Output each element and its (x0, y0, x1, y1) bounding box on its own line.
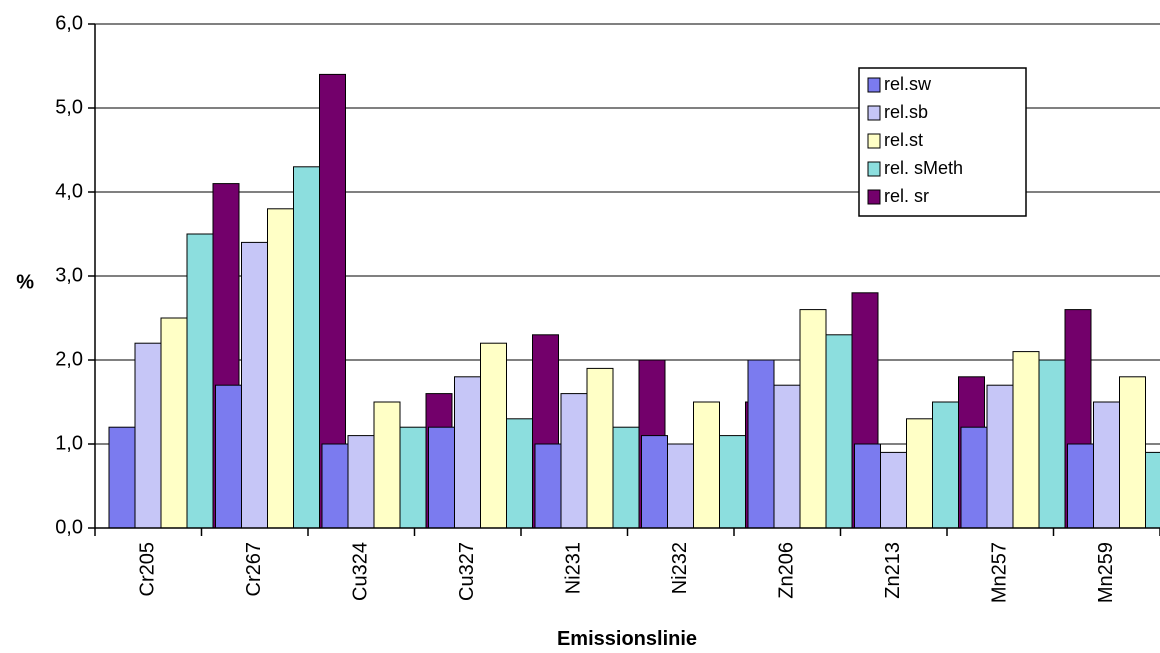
bar (134, 342, 162, 529)
bar (960, 426, 988, 529)
bar (986, 384, 1014, 529)
x-category-label: Ni231 (563, 542, 585, 594)
bars (108, 73, 1160, 529)
bar (241, 241, 268, 529)
bar (1145, 451, 1160, 529)
bar (586, 367, 614, 529)
y-axis-title: % (16, 271, 34, 293)
bar (454, 376, 481, 529)
x-category-label: Cr267 (243, 542, 265, 596)
bar (293, 166, 320, 529)
y-tick-label: 2,0 (55, 348, 83, 370)
bar (799, 309, 827, 529)
bar (773, 384, 801, 529)
bar (428, 426, 455, 529)
bar (1012, 351, 1040, 529)
legend-label: rel. sMeth (884, 158, 963, 178)
legend-label: rel.sb (884, 102, 928, 122)
legend-swatch (867, 189, 881, 205)
bar (641, 435, 668, 529)
x-category-label: Zn206 (776, 542, 798, 599)
bar (534, 443, 562, 529)
y-tick-label: 1,0 (55, 432, 83, 454)
bar (693, 401, 720, 529)
y-tick-label: 3,0 (55, 264, 83, 286)
legend-box (858, 67, 1027, 217)
legend-swatch (867, 105, 881, 121)
bar (1093, 401, 1120, 529)
bar (932, 401, 959, 529)
legend-label: rel. sr (884, 186, 929, 206)
bar (399, 426, 427, 529)
x-category-label: Cu324 (350, 542, 372, 601)
bar (108, 426, 136, 529)
x-category-label: Cu327 (456, 542, 478, 601)
legend-swatch (867, 133, 881, 149)
bar (560, 393, 588, 529)
bar (1038, 359, 1066, 529)
x-category-label: Ni232 (669, 542, 691, 594)
bar (373, 401, 401, 529)
bar (906, 418, 933, 529)
bar (480, 342, 507, 529)
bar (854, 443, 881, 529)
legend-swatch (867, 161, 881, 177)
legend-label: rel.st (884, 130, 923, 150)
y-tick-label: 5,0 (55, 96, 83, 118)
x-axis-title: Emissionslinie (557, 628, 697, 650)
x-category-label: Cr205 (137, 542, 159, 596)
x-category-label: Zn213 (882, 542, 904, 599)
y-tick-label: 0,0 (55, 516, 83, 538)
bar (719, 435, 746, 529)
x-category-label: Mn257 (989, 542, 1011, 603)
bar (215, 384, 242, 529)
legend: rel.sw rel.sb rel.st rel. sMeth rel. sr (858, 67, 1027, 217)
axes (88, 23, 1160, 536)
bar (667, 443, 694, 529)
bar (506, 418, 533, 529)
x-category-label: Mn259 (1095, 542, 1117, 603)
x-category-labels: Cr205 Cr267 Cu324 Cu327 Ni231 Ni232 Zn206 Zn213… (137, 542, 1118, 603)
bar (1119, 376, 1146, 529)
bar (825, 334, 853, 529)
legend-swatch (867, 77, 881, 93)
bar (747, 359, 775, 529)
bar (880, 451, 907, 529)
bar (1067, 443, 1094, 529)
legend-label: rel.sw (884, 74, 932, 94)
bar (186, 233, 214, 529)
bar (321, 443, 349, 529)
y-tick-label: 6,0 (55, 12, 83, 34)
bar (347, 435, 375, 529)
y-tick-label: 4,0 (55, 180, 83, 202)
bar (612, 426, 640, 529)
bar (160, 317, 188, 529)
y-tick-labels: 0,0 1,0 2,0 3,0 4,0 5,0 6,0 (55, 12, 83, 538)
bar (267, 208, 294, 529)
